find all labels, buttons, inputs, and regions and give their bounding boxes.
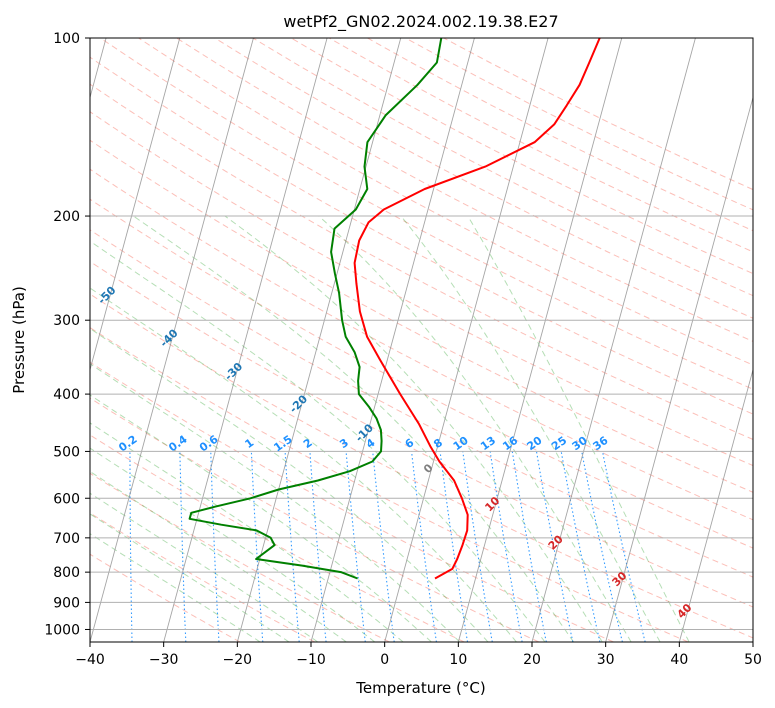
y-axis: 100 200 300 400 500 600 700 800 900 1000 <box>44 31 90 638</box>
moist-adiabat-line <box>90 240 546 642</box>
mixing-ratio-line <box>560 451 601 642</box>
dry-adiabat-line <box>90 168 753 521</box>
dry-adiabat-line <box>90 361 614 642</box>
x-tick-label: 20 <box>523 652 541 668</box>
x-tick-label: 50 <box>744 652 762 668</box>
isotherm-line <box>605 95 753 642</box>
dry-adiabat-line <box>100 38 753 390</box>
x-tick-label: −10 <box>296 652 326 668</box>
moist-adiabat-line <box>467 215 690 642</box>
x-axis: −40 −30 −20 −10 0 10 20 30 40 50 <box>75 642 762 668</box>
moist-adiabat-line <box>133 215 574 642</box>
isotherm-line <box>384 38 549 642</box>
y-tick-label: 600 <box>53 491 80 507</box>
x-tick-label: −40 <box>75 652 105 668</box>
isotherm-line <box>163 38 328 642</box>
x-tick-label: 10 <box>449 652 467 668</box>
isotherm-line <box>678 368 753 642</box>
y-tick-label: 700 <box>53 531 80 547</box>
y-tick-label: 300 <box>53 313 80 329</box>
dry-adiabat-line <box>252 38 753 297</box>
dry-adiabat-line <box>90 472 390 642</box>
dry-adiabat-line <box>90 260 753 608</box>
y-tick-label: 200 <box>53 209 80 225</box>
isotherm-line <box>90 38 181 372</box>
moist-adiabats <box>90 215 690 642</box>
mixing-ratio-label: 0.1 <box>69 433 92 455</box>
dry-adiabat-line <box>90 56 753 415</box>
dry-adiabat-line <box>90 553 241 642</box>
isotherm-line <box>310 38 475 642</box>
y-tick-label: 400 <box>53 387 80 403</box>
x-tick-label: −20 <box>223 652 253 668</box>
pressure-gridlines <box>90 38 753 630</box>
isotherm-line <box>90 38 254 642</box>
x-tick-label: −30 <box>149 652 179 668</box>
y-tick-label: 500 <box>53 444 80 460</box>
moist-adiabat-line <box>90 363 461 642</box>
dry-adiabats <box>90 38 753 642</box>
dry-adiabat-line <box>90 111 753 467</box>
dry-adiabat-line <box>138 38 753 366</box>
moist-adiabat-line <box>90 287 517 642</box>
y-tick-label: 800 <box>53 565 80 581</box>
dry-adiabat-line <box>90 327 689 642</box>
moist-adiabat-line <box>90 470 347 642</box>
chart-title: wetPf2_GN02.2024.002.19.38.E27 <box>283 12 558 32</box>
moist-adiabat-line <box>90 447 376 642</box>
temperature-profile-line <box>353 38 601 580</box>
dewpoint-profile-line <box>188 38 443 580</box>
moist-adiabat-line <box>90 327 489 642</box>
plot-frame <box>89 37 754 643</box>
y-tick-label: 1000 <box>44 622 80 638</box>
moist-adiabat-line <box>400 215 661 642</box>
y-axis-label: Pressure (hPa) <box>10 286 28 394</box>
isotherm-line <box>531 38 696 642</box>
mixing-ratio-line <box>581 451 623 642</box>
moist-adiabat-line <box>318 215 632 642</box>
moist-adiabat-line <box>90 422 404 642</box>
profile-series <box>188 38 601 580</box>
isotherm-line <box>236 38 402 642</box>
mixing-ratio-line <box>462 451 493 642</box>
dry-adiabat-line <box>90 229 753 578</box>
dry-adiabat-line <box>90 198 753 549</box>
dry-adiabat-line <box>214 38 753 319</box>
dry-adiabat-line <box>90 434 465 642</box>
mixing-ratio-line <box>411 451 437 642</box>
isotherm-line <box>457 38 623 642</box>
x-axis-label: Temperature (°C) <box>355 679 485 697</box>
moist-adiabat-line <box>224 215 603 642</box>
mixing-ratio-line <box>372 451 395 642</box>
isotherms <box>90 38 753 642</box>
y-tick-label: 100 <box>53 31 80 47</box>
x-tick-label: 30 <box>597 652 615 668</box>
mixing-ratio-line <box>345 451 366 642</box>
moist-adiabat-line <box>90 394 432 642</box>
y-tick-label: 900 <box>53 595 80 611</box>
x-tick-label: 40 <box>670 652 688 668</box>
moist-adiabat-line <box>90 492 319 642</box>
dry-adiabat-line <box>90 139 753 493</box>
mixing-ratio-line <box>439 451 469 642</box>
x-tick-label: 0 <box>380 652 389 668</box>
